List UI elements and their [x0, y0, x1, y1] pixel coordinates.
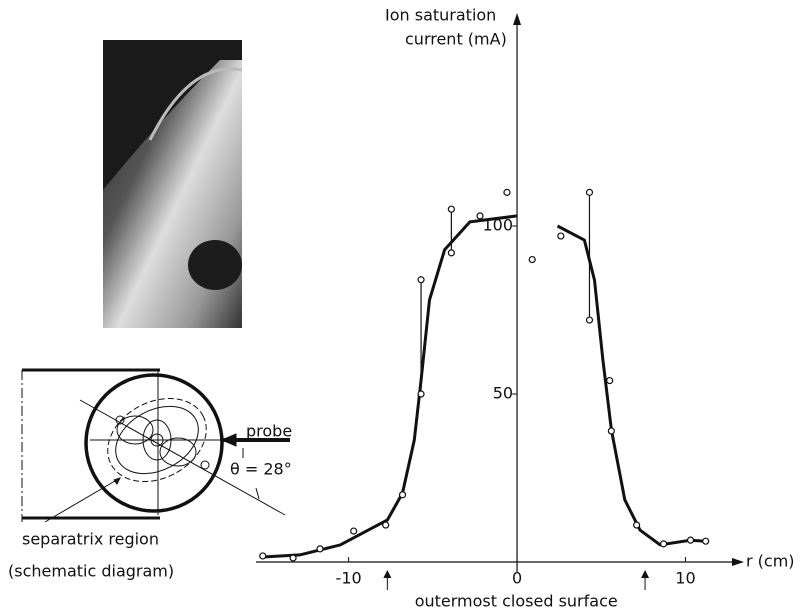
data-point [633, 521, 641, 529]
data-point [686, 536, 695, 544]
data-point [447, 205, 455, 213]
x-axis-arrow [732, 558, 744, 566]
angle-label: θ = 28° [230, 460, 292, 479]
annotation-arrowhead [383, 570, 392, 578]
schematic [21, 368, 290, 523]
data-point [607, 427, 615, 435]
data-point [585, 188, 594, 196]
data-point [259, 552, 267, 560]
y-axis-arrow [513, 13, 522, 25]
fit-curve [262, 214, 706, 559]
data-point [350, 527, 358, 535]
x-tick-label: 10 [675, 569, 695, 588]
data-point [528, 255, 536, 264]
annotation: outermost closed surface [415, 592, 618, 611]
probe-label: probe [246, 422, 292, 441]
data-point [702, 537, 710, 545]
data-point [606, 376, 614, 385]
data-point [417, 390, 425, 398]
caption: (schematic diagram) [8, 562, 174, 581]
data-point [398, 491, 407, 499]
data-point [316, 545, 324, 553]
data-point [289, 554, 297, 562]
data-point [417, 276, 425, 284]
data-point [447, 249, 455, 257]
x-tick-label: -10 [336, 569, 362, 588]
data-point [585, 316, 594, 324]
y-tick-label: 50 [493, 383, 513, 402]
y-axis-title: current (mA) [405, 30, 507, 49]
data-point [557, 232, 565, 240]
data-point [659, 540, 668, 548]
data-point [476, 212, 484, 220]
data-point [503, 188, 511, 196]
region-label: separatrix region [22, 530, 159, 549]
photo [103, 40, 243, 328]
x-axis-title: r (cm) [746, 552, 795, 571]
y-axis-title: Ion saturation [385, 6, 496, 25]
x-tick-label: 0 [512, 569, 522, 588]
annotation-arrowhead [641, 570, 650, 578]
data-point [382, 521, 390, 529]
